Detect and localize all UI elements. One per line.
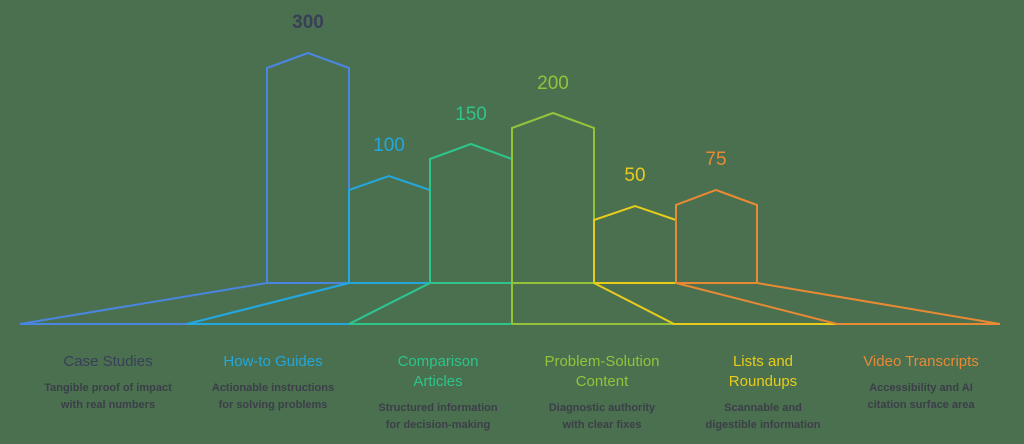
category-how-to-guides: How-to Guides Actionable instructions fo… <box>193 352 353 414</box>
value-label-how-to-guides: 100 <box>373 135 405 156</box>
category-desc-line: with clear fixes <box>562 419 642 431</box>
category-desc-line: digestible information <box>705 419 821 431</box>
bar-lists-roundups <box>593 204 837 325</box>
category-desc-line: Actionable instructions <box>211 382 335 394</box>
bar-house-shape <box>429 142 513 284</box>
bar-house-shape <box>511 111 595 324</box>
bar-problem-solution <box>511 111 674 325</box>
category-desc-line: Tangible proof of impact <box>44 382 172 394</box>
category-desc-line: for decision-making <box>385 419 491 431</box>
category-description: Accessibility and AI citation surface ar… <box>841 380 1001 414</box>
bar-house-shape <box>593 204 677 284</box>
category-title-line: Articles <box>413 373 463 390</box>
bar-base-trapezoid <box>675 282 1001 325</box>
bar-house-shape <box>348 174 431 284</box>
category-lists-roundups: Lists and Roundups Scannable and digesti… <box>683 352 843 434</box>
bar-house-shape <box>675 188 758 284</box>
category-desc-line: Accessibility and AI <box>869 382 973 394</box>
bar-house-shape <box>266 51 350 284</box>
category-desc-line: Structured information <box>378 402 498 414</box>
category-title: Video Transcripts <box>841 352 1001 372</box>
category-title-line: Case Studies <box>63 353 153 370</box>
value-label-case-studies: 300 <box>292 12 324 33</box>
category-title-line: Video Transcripts <box>863 353 979 370</box>
category-title-line: Roundups <box>728 373 798 390</box>
category-video-transcripts: Video Transcripts Accessibility and AI c… <box>841 352 1001 414</box>
category-title-line: How-to Guides <box>223 353 323 370</box>
bar-case-studies <box>19 51 350 325</box>
category-title-line: Content <box>575 373 629 390</box>
bar-base-trapezoid <box>593 282 837 325</box>
value-label-problem-solution: 200 <box>537 73 569 94</box>
category-description: Actionable instructions for solving prob… <box>193 380 353 414</box>
category-desc-line: citation surface area <box>867 399 975 411</box>
bar-base-trapezoid <box>512 282 674 325</box>
category-description: Scannable and digestible information <box>683 400 843 434</box>
category-title: Lists and Roundups <box>683 352 843 392</box>
category-title: Comparison Articles <box>358 352 518 392</box>
category-desc-line: Diagnostic authority <box>548 402 656 414</box>
category-description: Structured information for decision-maki… <box>358 400 518 434</box>
bar-video-transcripts <box>675 188 1001 325</box>
category-description: Tangible proof of impact with real numbe… <box>28 380 188 414</box>
bar-base-trapezoid <box>348 282 513 325</box>
category-case-studies: Case Studies Tangible proof of impact wi… <box>28 352 188 414</box>
category-description: Diagnostic authority with clear fixes <box>522 400 682 434</box>
category-desc-line: Scannable and <box>724 402 802 414</box>
value-label-comparison-articles: 150 <box>455 104 487 125</box>
value-label-video-transcripts: 75 <box>705 149 727 170</box>
category-title-line: Lists and <box>732 353 794 370</box>
category-title-line: Problem-Solution <box>544 353 660 370</box>
category-title: Case Studies <box>28 352 188 372</box>
category-desc-line: for solving problems <box>218 399 328 411</box>
value-label-lists-roundups: 50 <box>624 165 646 186</box>
category-title-line: Comparison <box>397 353 479 370</box>
category-desc-line: with real numbers <box>60 399 156 411</box>
category-comparison-articles: Comparison Articles Structured informati… <box>358 352 518 434</box>
category-title: Problem-Solution Content <box>522 352 682 392</box>
category-problem-solution: Problem-Solution Content Diagnostic auth… <box>522 352 682 434</box>
category-title: How-to Guides <box>193 352 353 372</box>
bar-base-trapezoid <box>186 282 431 325</box>
bar-base-trapezoid <box>19 282 350 325</box>
bar-comparison-articles <box>348 142 513 325</box>
